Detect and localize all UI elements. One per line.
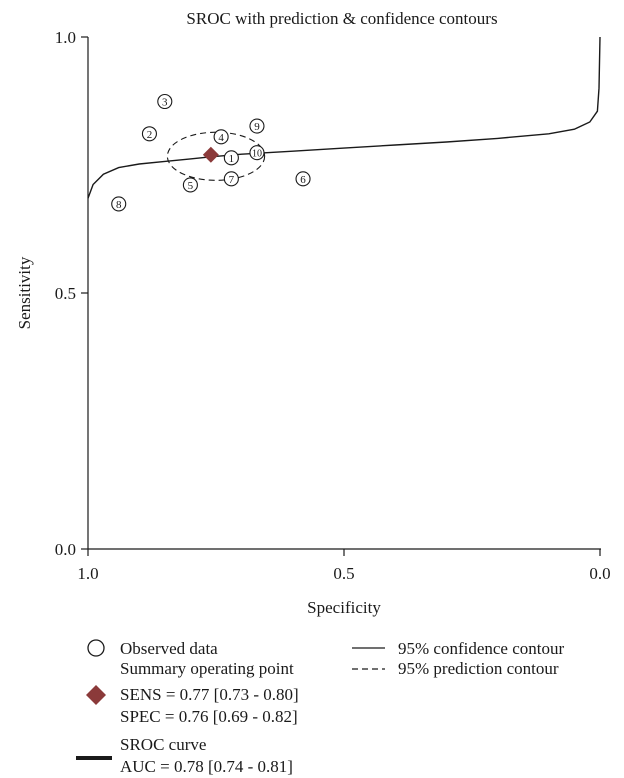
legend-auc-text: AUC = 0.78 [0.74 - 0.81]: [120, 757, 293, 776]
legend-summary-label: Summary operating point: [120, 659, 294, 678]
summary-point-diamond: [202, 146, 219, 163]
legend-spec-text: SPEC = 0.76 [0.69 - 0.82]: [120, 707, 298, 726]
observed-point-label: 10: [252, 149, 262, 160]
observed-point-circle: [213, 129, 229, 145]
y-tick-label: 1.0: [55, 28, 76, 47]
x-tick-label: 1.0: [77, 564, 98, 583]
observed-point-circle: [182, 177, 198, 193]
y-axis-label: Sensitivity: [15, 256, 34, 329]
observed-point-label: 1: [229, 153, 235, 165]
legend-summary-diamond: [86, 685, 106, 705]
observed-point-8: 8: [111, 196, 127, 212]
y-tick-label: 0.0: [55, 540, 76, 559]
observed-point-circle: [295, 171, 311, 187]
chart-title: SROC with prediction & confidence contou…: [186, 9, 497, 28]
observed-point-3: 3: [157, 93, 173, 110]
observed-point-label: 8: [116, 199, 122, 211]
observed-point-label: 2: [147, 129, 153, 141]
observed-point-circle: [223, 171, 239, 187]
x-axis-label: Specificity: [307, 598, 381, 617]
legend-confidence-label: 95% confidence contour: [398, 639, 564, 658]
observed-point-circle: [249, 145, 265, 161]
observed-point-circle: [157, 93, 173, 110]
observed-point-label: 7: [229, 174, 235, 186]
observed-point-7: 7: [223, 171, 239, 187]
legend-sens-text: SENS = 0.77 [0.73 - 0.80]: [120, 685, 299, 704]
observed-point-1: 1: [223, 150, 239, 166]
observed-point-label: 6: [300, 174, 306, 186]
observed-point-circle: [249, 118, 265, 134]
observed-points: 1 2 3 4 5 6 7 8 9 10: [111, 93, 311, 212]
y-axis: Sensitivity: [15, 37, 89, 549]
observed-point-circle: [111, 196, 127, 212]
axis-ticks: 1.0 0.5 0.0 0.0 0.5 1.0: [55, 28, 611, 583]
x-tick-label: 0.5: [333, 564, 354, 583]
observed-point-label: 3: [162, 97, 168, 109]
legend-observed-label: Observed data: [120, 639, 218, 658]
x-axis: Specificity: [88, 548, 601, 617]
observed-point-circle: [223, 150, 239, 166]
observed-point-9: 9: [249, 118, 265, 134]
legend-sroc-marker: [76, 756, 112, 760]
observed-point-10: 10: [249, 145, 265, 161]
observed-point-label: 9: [254, 121, 260, 133]
observed-point-circle: [141, 126, 157, 142]
sroc-curve: [87, 36, 601, 199]
observed-point-2: 2: [141, 126, 157, 142]
observed-point-label: 5: [188, 180, 194, 192]
legend-prediction-label: 95% prediction contour: [398, 659, 559, 678]
legend-sroc-label: SROC curve: [120, 735, 206, 754]
plot-area: 1 2 3 4 5 6 7 8 9 10: [87, 36, 601, 212]
legend-observed-marker: [87, 639, 105, 657]
y-tick-label: 0.5: [55, 284, 76, 303]
observed-point-4: 4: [213, 129, 229, 145]
observed-point-6: 6: [295, 171, 311, 187]
observed-point-5: 5: [182, 177, 198, 193]
observed-point-label: 4: [218, 132, 224, 144]
legend: Observed data Summary operating point SE…: [76, 639, 564, 776]
x-tick-label: 0.0: [589, 564, 610, 583]
